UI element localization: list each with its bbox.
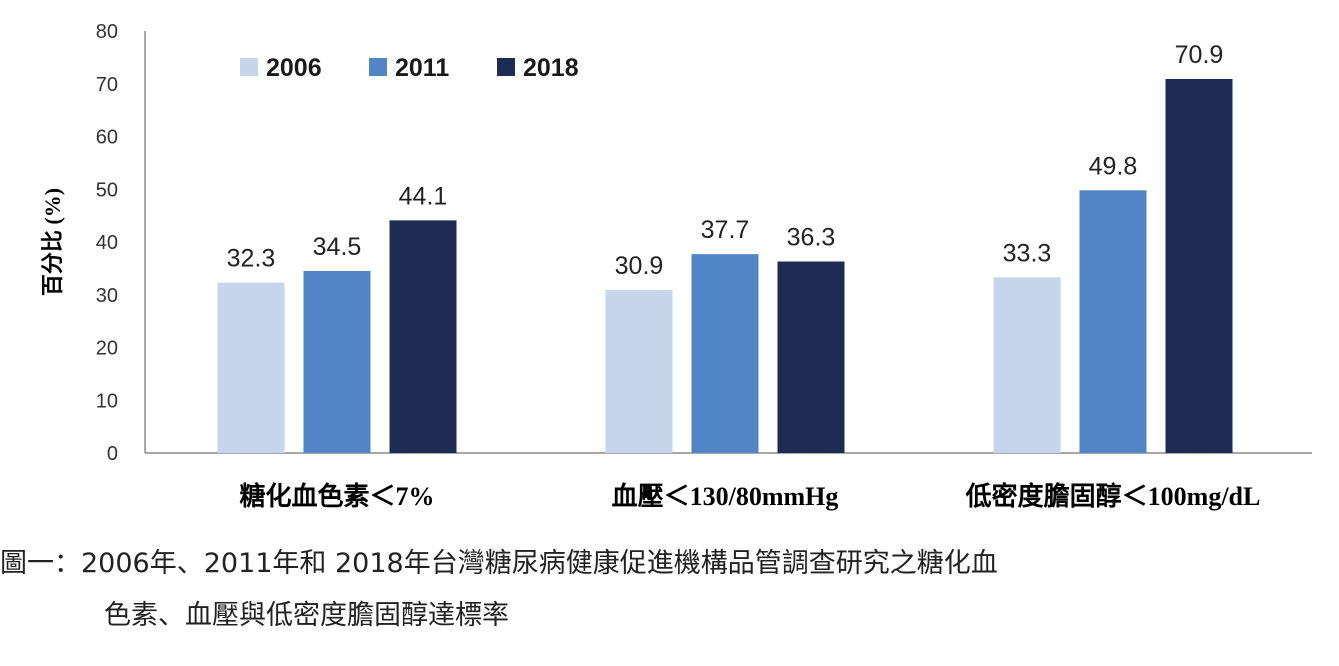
figure-caption: 圖一：2006年、2011年和 2018年台灣糖尿病健康促進機構品管調查研究之糖… (0, 538, 1330, 642)
bar-2011-1 (303, 271, 371, 453)
category-label-1: 糖化血色素＜7% (239, 481, 434, 511)
bar-2011-3 (1079, 190, 1147, 453)
legend-label-2006: 2006 (266, 54, 322, 82)
y-axis-label: 百分比 (%) (40, 188, 65, 296)
caption-prefix: 圖一： (0, 548, 81, 579)
value-label: 33.3 (1003, 239, 1052, 267)
y-tick-label: 60 (96, 127, 118, 149)
caption-line-1: 圖一：2006年、2011年和 2018年台灣糖尿病健康促進機構品管調查研究之糖… (0, 538, 1330, 590)
y-tick-label: 20 (96, 338, 118, 360)
bar-2006-2 (605, 290, 673, 453)
value-label: 70.9 (1175, 41, 1224, 69)
y-tick-label: 50 (96, 179, 118, 201)
value-label: 36.3 (787, 224, 836, 252)
value-label: 32.3 (227, 245, 276, 273)
bar-2018-3 (1165, 79, 1233, 453)
category-labels: 糖化血色素＜7% 血壓＜130/80mmHg 低密度膽固醇＜100mg/dL (239, 481, 1260, 511)
y-tick-label: 80 (96, 21, 118, 43)
legend-label-2018: 2018 (523, 54, 579, 82)
bar-2018-1 (389, 220, 457, 453)
y-tick-label: 0 (107, 443, 118, 465)
value-label: 49.8 (1089, 152, 1138, 180)
y-axis-ticks: 0 10 20 30 40 50 60 70 80 (96, 21, 118, 465)
legend-swatch-2018 (497, 58, 515, 76)
caption-line-2: 色素、血壓與低密度膽固醇達標率 (104, 600, 509, 631)
y-tick-label: 70 (96, 74, 118, 96)
category-label-3: 低密度膽固醇＜100mg/dL (965, 481, 1261, 511)
value-label: 44.1 (399, 182, 448, 210)
category-label-2: 血壓＜130/80mmHg (612, 482, 839, 511)
legend: 2006 2011 2018 (240, 54, 579, 82)
y-axis-label-group: 百分比 (%) (40, 188, 65, 296)
legend-swatch-2011 (369, 58, 387, 76)
caption-text-1: 2006年、2011年和 2018年台灣糖尿病健康促進機構品管調查研究之糖化血 (81, 548, 998, 579)
legend-swatch-2006 (240, 58, 258, 76)
bar-2018-2 (777, 261, 845, 453)
value-label: 34.5 (313, 233, 362, 261)
value-labels: 32.3 34.5 44.1 30.9 37.7 36.3 33.3 49.8 70.9 (227, 41, 1224, 280)
y-tick-label: 30 (96, 285, 118, 307)
bar-2006-3 (993, 277, 1061, 453)
value-label: 30.9 (615, 252, 664, 280)
bar-chart: 百分比 (%) 0 10 20 30 40 50 60 70 80 32.3 34.5 44.1 30… (40, 21, 1312, 511)
y-tick-label: 40 (96, 232, 118, 254)
y-tick-label: 10 (96, 390, 118, 412)
bar-2011-2 (691, 254, 759, 453)
bars (217, 79, 1233, 453)
bar-2006-1 (217, 282, 285, 453)
legend-label-2011: 2011 (395, 54, 449, 82)
value-label: 37.7 (701, 216, 750, 244)
